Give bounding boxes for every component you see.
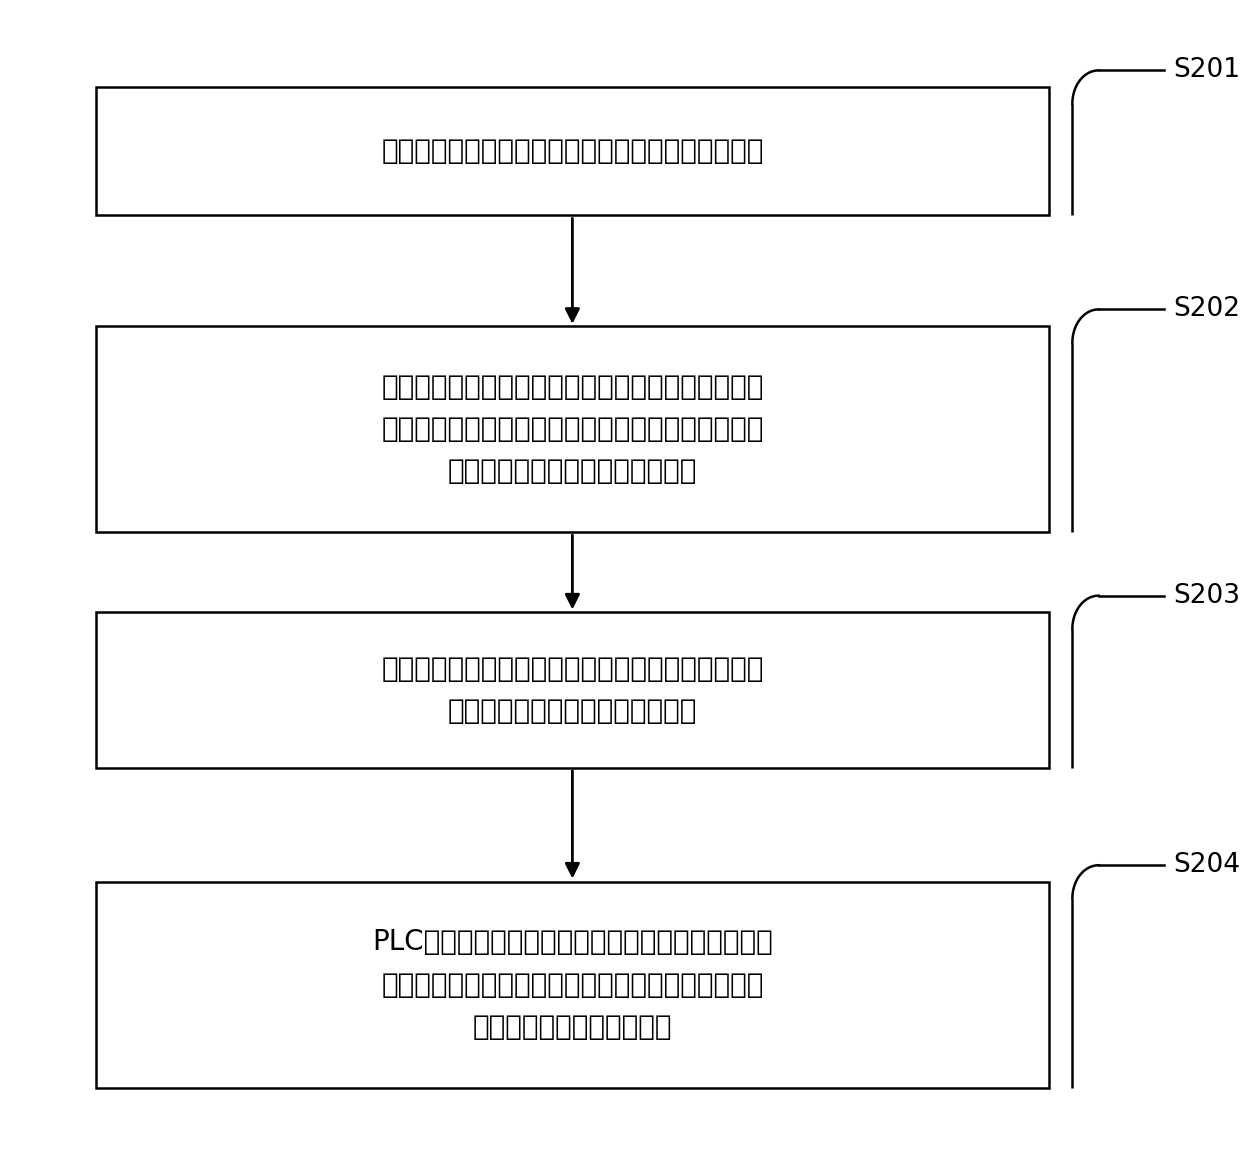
FancyBboxPatch shape — [97, 327, 1049, 532]
Text: PLC控制模块根据计算得到的大小石块的占比，控制
输入板式喂料机的电机的电流值，以控制板式喂料机
向破碎机内输送石块的频率: PLC控制模块根据计算得到的大小石块的占比，控制 输入板式喂料机的电机的电流值，… — [372, 929, 773, 1041]
Text: 激光雷达探测器通过激光雷达扫描获取板式喂料机的
输送板上的待破碎的石块的轮廓的数字信号，并将获
取到的数字信号传输到后台服务器: 激光雷达探测器通过激光雷达扫描获取板式喂料机的 输送板上的待破碎的石块的轮廓的数… — [381, 373, 764, 485]
FancyBboxPatch shape — [97, 882, 1049, 1087]
Text: S201: S201 — [1173, 58, 1240, 83]
Text: 后台服务器根据接收到的数字信号，计算当前板式喂
料机的输送板上的大小石块的占比: 后台服务器根据接收到的数字信号，计算当前板式喂 料机的输送板上的大小石块的占比 — [381, 655, 764, 725]
Text: S202: S202 — [1173, 296, 1240, 322]
FancyBboxPatch shape — [97, 613, 1049, 768]
Text: 在机口对准板式喂料机的位置处安装激光雷达探测器: 在机口对准板式喂料机的位置处安装激光雷达探测器 — [381, 137, 764, 164]
FancyBboxPatch shape — [97, 87, 1049, 215]
Text: S204: S204 — [1173, 852, 1240, 878]
Text: S203: S203 — [1173, 582, 1240, 609]
